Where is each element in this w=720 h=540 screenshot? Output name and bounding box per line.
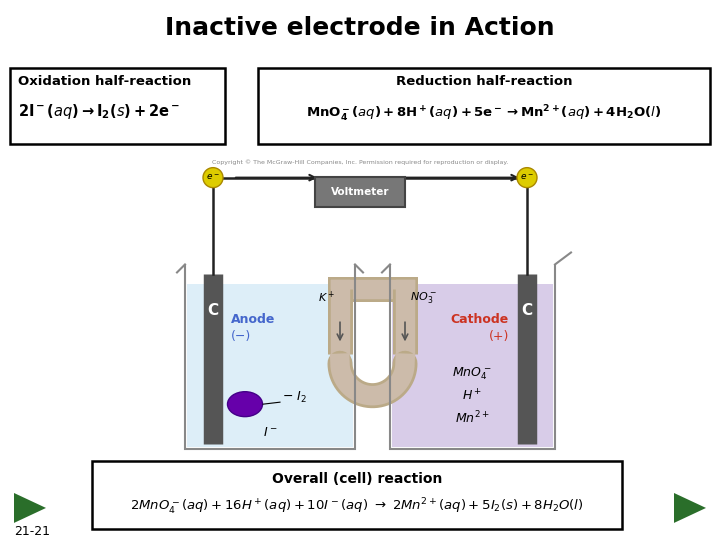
Bar [187,285,353,447]
Text: (−): (−) [231,330,251,343]
Text: Copyright © The McGraw-Hill Companies, Inc. Permission required for reproduction: Copyright © The McGraw-Hill Companies, I… [212,160,508,165]
Bar [92,461,622,529]
Text: C: C [207,303,219,318]
Text: $\mathbf{MnO_4^-(}$$\mathit{aq}$$\mathbf{) + 8H^+(}$$\mathit{aq}$$\mathbf{) + 5e: $\mathbf{MnO_4^-(}$$\mathit{aq}$$\mathbf… [307,104,662,124]
Text: $NO_3^-$: $NO_3^-$ [410,290,437,305]
Text: $e^-$: $e^-$ [206,173,220,183]
Text: $e^-$: $e^-$ [520,173,534,183]
Text: Voltmeter: Voltmeter [330,187,390,197]
Text: $\mathit{I^-}$: $\mathit{I^-}$ [263,426,277,438]
Text: Overall (cell) reaction: Overall (cell) reaction [272,472,442,486]
Text: Oxidation half-reaction: Oxidation half-reaction [18,76,192,89]
Text: C: C [521,303,533,318]
Polygon shape [14,493,46,523]
Circle shape [517,167,537,187]
Text: Anode: Anode [231,313,275,326]
Text: $-\ \mathit{I_2}$: $-\ \mathit{I_2}$ [282,390,307,405]
Text: $2MnO_4^-(aq) + 16H^+(aq) + 10I^-(aq)\ \rightarrow\ 2Mn^{2+}(aq) + 5I_2(s) + 8H_: $2MnO_4^-(aq) + 16H^+(aq) + 10I^-(aq)\ \… [130,497,584,517]
Text: Inactive electrode in Action: Inactive electrode in Action [165,16,555,40]
Text: $K^+$: $K^+$ [318,290,335,305]
Text: Reduction half-reaction: Reduction half-reaction [396,76,572,89]
Bar [258,68,710,144]
Text: $H^+$: $H^+$ [462,389,482,404]
Bar [10,68,225,144]
Text: $\mathbf{2I^-(}$$\mathit{aq}$$\mathbf{) \rightarrow I_2(}$$\mathit{s}$$\mathbf{): $\mathbf{2I^-(}$$\mathit{aq}$$\mathbf{) … [18,102,180,122]
Bar [0,154,720,464]
Text: Cathode: Cathode [451,313,509,326]
Text: $Mn^{2+}$: $Mn^{2+}$ [454,410,490,427]
Text: (+): (+) [489,330,509,343]
Text: 21-21: 21-21 [14,525,50,538]
Ellipse shape [228,392,263,417]
Bar [315,177,405,207]
Circle shape [203,167,223,187]
Text: $MnO_4^-$: $MnO_4^-$ [452,366,492,382]
Bar [392,285,553,447]
Polygon shape [674,493,706,523]
